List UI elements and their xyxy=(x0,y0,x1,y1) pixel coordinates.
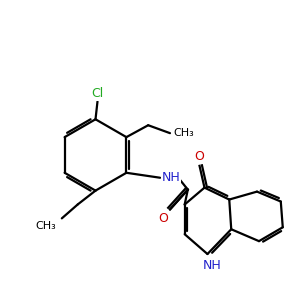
Text: CH₃: CH₃ xyxy=(36,221,56,231)
Text: CH₃: CH₃ xyxy=(173,128,194,138)
Text: O: O xyxy=(195,150,205,164)
Text: Cl: Cl xyxy=(92,87,104,100)
Text: NH: NH xyxy=(162,171,180,184)
Text: NH: NH xyxy=(203,260,222,272)
Text: O: O xyxy=(158,212,168,225)
